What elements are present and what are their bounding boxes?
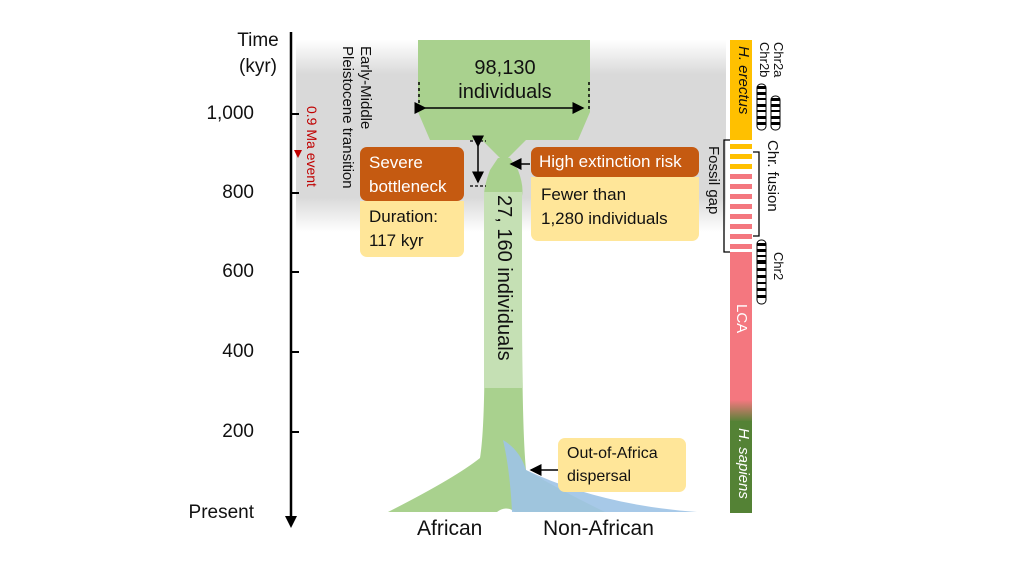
extinction-risk-header: High extinction risk — [531, 147, 699, 177]
african-label: African — [417, 517, 483, 540]
lca-bar — [730, 252, 752, 402]
axis-title: Time (kyr) — [228, 28, 288, 80]
event-label-line2: Ma event — [304, 129, 320, 187]
tick-label-1000: 1,000 — [206, 103, 254, 124]
h-sapiens-label: H. sapiens — [735, 428, 752, 499]
chromosome-2b-icon — [756, 83, 767, 131]
non-african-population-shape — [503, 440, 697, 512]
event-marker-icon — [294, 150, 302, 158]
severe-bottleneck-header: Severe bottleneck — [360, 147, 464, 201]
transition-label-line2: Pleistocene transition — [339, 46, 356, 189]
chr-fusion-label: Chr. fusion — [764, 140, 781, 212]
h-erectus-label: H. erectus — [735, 46, 752, 115]
axis-title-line2: (kyr) — [239, 56, 277, 77]
fossil-gap-stripes — [730, 144, 752, 249]
duration-line1: Duration: — [369, 207, 438, 226]
out-of-africa-line1: Out-of-Africa — [567, 445, 658, 462]
ancestral-population-shape — [418, 40, 590, 158]
time-axis-arrowhead — [285, 516, 297, 528]
chr-fusion-bracket — [753, 151, 760, 237]
duration-line2: 117 kyr — [369, 231, 424, 250]
ancestral-population-label: 98,130 individuals — [430, 56, 580, 104]
ancestral-count: 98,130 — [474, 57, 536, 79]
event-label: 0.9 Ma event — [304, 106, 320, 187]
fossil-gap-label: Fossil gap — [705, 146, 722, 215]
bottleneck-label-bg — [484, 192, 522, 388]
fossil-gap-bracket — [723, 139, 730, 253]
bottleneck-size-label: 27, 160 individuals — [493, 195, 515, 361]
chr2a-label: Chr2a — [771, 42, 786, 78]
extinction-risk-line2: 1,280 individuals — [541, 209, 668, 228]
tick-label-present: Present — [188, 502, 254, 523]
ancestral-unit: individuals — [458, 81, 552, 103]
tick-label-800: 800 — [222, 182, 254, 203]
h-erectus-bar — [730, 40, 752, 140]
out-of-africa-line2: dispersal — [567, 468, 632, 485]
chromosome-2a-icon — [770, 95, 781, 131]
chr2b-label: Chr2b — [757, 42, 772, 78]
extinction-risk-body: Fewer than 1,280 individuals — [531, 177, 699, 241]
extinction-risk-line1: Fewer than — [541, 185, 627, 204]
tick-label-600: 600 — [222, 261, 254, 282]
chromosome-2-icon — [756, 239, 767, 305]
severe-bottleneck-line2: bottleneck — [369, 177, 447, 196]
axis-title-line1: Time — [237, 30, 279, 51]
event-label-line1: 0.9 — [304, 106, 320, 126]
tick-label-400: 400 — [222, 341, 254, 362]
severe-bottleneck-line1: Severe — [369, 153, 423, 172]
non-african-label: Non-African — [543, 517, 654, 540]
duration-box: Duration: 117 kyr — [360, 201, 464, 257]
chr2-label: Chr2 — [771, 252, 786, 281]
out-of-africa-box: Out-of-Africa dispersal — [558, 438, 686, 492]
lca-label: LCA — [733, 304, 750, 334]
lca-sapiens-transition — [730, 400, 752, 422]
tick-label-200: 200 — [222, 421, 254, 442]
h-sapiens-bar — [730, 421, 752, 513]
